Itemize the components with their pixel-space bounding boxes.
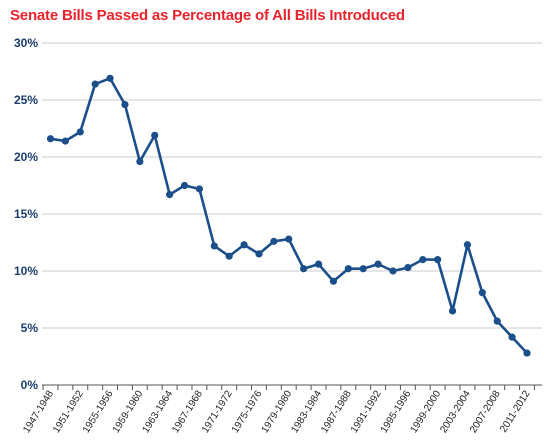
data-point bbox=[300, 265, 308, 273]
y-axis-tick-labels: 0% 5% 10% 15% 20% 25% 30% bbox=[14, 36, 38, 392]
data-point bbox=[136, 157, 144, 166]
data-point bbox=[404, 263, 412, 272]
data-point bbox=[61, 137, 69, 145]
data-point bbox=[76, 128, 84, 136]
data-point bbox=[225, 252, 233, 260]
y-tick-label: 10% bbox=[14, 264, 38, 278]
data-point bbox=[285, 235, 293, 243]
data-point bbox=[478, 289, 486, 297]
gridlines bbox=[42, 42, 542, 329]
data-point bbox=[255, 250, 263, 258]
data-point bbox=[389, 267, 397, 275]
y-tick-label: 0% bbox=[21, 378, 39, 392]
x-axis-tick-labels: 1947-19481951-19521955-19561959-19601963… bbox=[21, 388, 532, 435]
data-point bbox=[359, 265, 367, 273]
data-point bbox=[419, 256, 427, 264]
data-point bbox=[91, 80, 99, 88]
data-point bbox=[210, 242, 218, 250]
data-point bbox=[448, 307, 457, 315]
y-tick-label: 5% bbox=[21, 321, 39, 335]
data-point bbox=[463, 241, 472, 249]
x-axis-tick-marks bbox=[42, 385, 535, 390]
data-point bbox=[329, 277, 338, 285]
data-points bbox=[46, 74, 531, 357]
data-point bbox=[493, 317, 501, 325]
data-point bbox=[121, 100, 129, 109]
data-point bbox=[166, 191, 174, 199]
data-point bbox=[106, 74, 114, 82]
data-point bbox=[270, 237, 278, 245]
data-point bbox=[180, 181, 189, 190]
data-point bbox=[523, 349, 531, 357]
data-point bbox=[314, 260, 323, 268]
y-tick-label: 30% bbox=[14, 36, 38, 50]
data-point bbox=[151, 131, 159, 139]
y-tick-label: 25% bbox=[14, 93, 38, 107]
data-point bbox=[508, 333, 516, 341]
y-tick-label: 20% bbox=[14, 150, 38, 164]
x-tick-label: 2011-2012 bbox=[498, 388, 533, 434]
data-point bbox=[195, 185, 204, 193]
chart-title: Senate Bills Passed as Percentage of All… bbox=[10, 7, 405, 24]
y-tick-label: 15% bbox=[14, 207, 38, 221]
data-point bbox=[434, 256, 442, 264]
data-point bbox=[240, 241, 248, 249]
data-point bbox=[374, 260, 382, 268]
data-point bbox=[344, 265, 352, 273]
data-point bbox=[46, 135, 55, 143]
